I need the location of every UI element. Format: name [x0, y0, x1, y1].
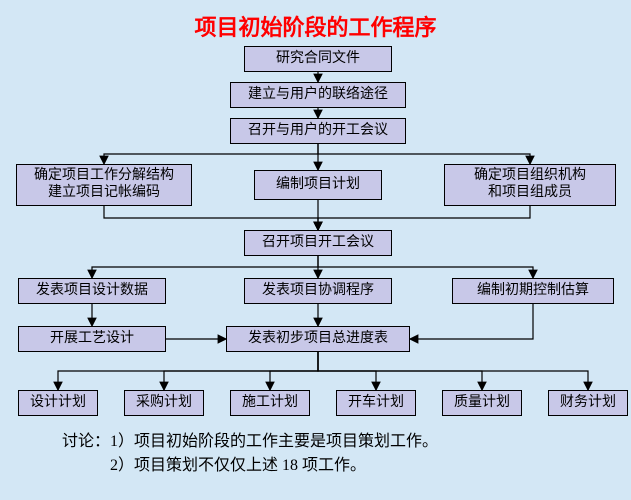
flow-node-n6: 确定项目组织机构 和项目组成员 — [444, 164, 616, 206]
flow-node-n3: 召开与用户的开工会议 — [230, 118, 406, 144]
flow-node-n4: 确定项目工作分解结构 建立项目记帐编码 — [16, 164, 192, 206]
flow-node-n2: 建立与用户的联络途径 — [230, 82, 406, 108]
flow-node-n18: 财务计划 — [548, 390, 628, 416]
flow-node-n11: 开展工艺设计 — [18, 326, 166, 352]
flow-node-n10: 编制初期控制估算 — [452, 278, 614, 304]
discussion-text: 讨论：1）项目初始阶段的工作主要是项目策划工作。 2）项目策划不仅仅上述 18 … — [62, 430, 438, 478]
flow-node-n16: 开车计划 — [336, 390, 416, 416]
flow-node-n13: 设计计划 — [18, 390, 98, 416]
flow-node-n8: 发表项目设计数据 — [18, 278, 166, 304]
flow-node-n9: 发表项目协调程序 — [244, 278, 392, 304]
page-title: 项目初始阶段的工作程序 — [0, 10, 631, 42]
flow-node-n5: 编制项目计划 — [254, 170, 382, 200]
flow-node-n15: 施工计划 — [230, 390, 310, 416]
flow-node-n7: 召开项目开工会议 — [244, 230, 392, 256]
flow-node-n17: 质量计划 — [442, 390, 522, 416]
flow-node-n14: 采购计划 — [124, 390, 204, 416]
flow-node-n12: 发表初步项目总进度表 — [226, 326, 410, 352]
flow-node-n1: 研究合同文件 — [244, 46, 392, 72]
